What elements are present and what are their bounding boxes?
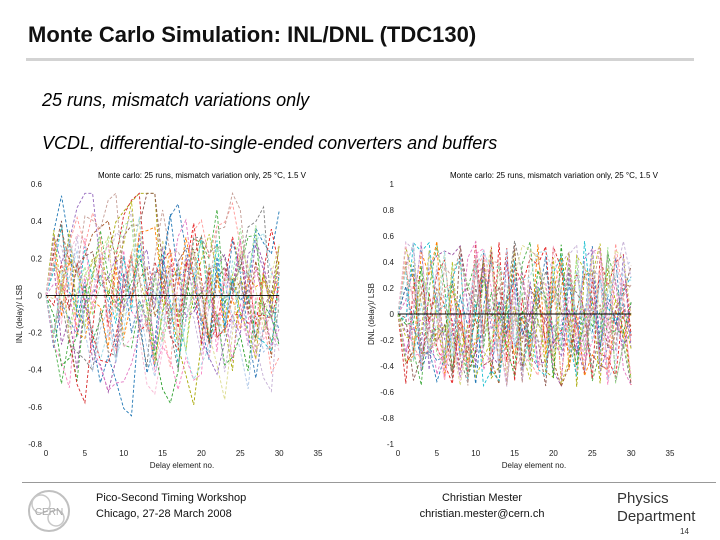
run-trace xyxy=(397,244,632,379)
y-tick-label: -0.8 xyxy=(28,440,42,449)
run-trace xyxy=(45,191,280,353)
chart-title: Monte carlo: 25 runs, mismatch variation… xyxy=(98,171,307,180)
run-trace xyxy=(397,247,632,384)
cern-logo: CERN xyxy=(28,490,70,532)
bullet-components: VCDL, differential-to-single-ended conve… xyxy=(42,133,498,153)
x-tick-label: 5 xyxy=(435,449,440,458)
run-trace xyxy=(45,201,280,375)
run-trace xyxy=(45,254,280,405)
workshop-name: Pico-Second Timing Workshop xyxy=(96,492,247,504)
x-tick-label: 15 xyxy=(158,449,167,458)
run-trace xyxy=(397,248,632,386)
y-tick-label: 0.4 xyxy=(383,258,395,267)
department-label: Physics Department xyxy=(617,490,695,526)
footer-divider xyxy=(22,482,716,483)
y-tick-label: 0 xyxy=(38,291,43,300)
run-trace xyxy=(45,220,280,352)
run-trace xyxy=(45,224,280,366)
x-axis-label: Delay element no. xyxy=(502,461,566,470)
y-axis-label: INL (delay)/ LSB xyxy=(15,285,24,343)
run-trace xyxy=(45,201,280,365)
x-tick-label: 10 xyxy=(471,449,480,458)
department-line2: Department xyxy=(617,508,696,525)
y-tick-label: -0.6 xyxy=(380,388,394,397)
run-trace xyxy=(45,192,280,405)
run-trace xyxy=(397,241,632,381)
slide-title: Monte Carlo Simulation: INL/DNL (TDC130) xyxy=(28,22,477,47)
x-tick-label: 20 xyxy=(549,449,558,458)
run-trace xyxy=(397,244,632,388)
x-tick-label: 15 xyxy=(510,449,519,458)
run-trace xyxy=(397,241,632,378)
x-tick-label: 35 xyxy=(666,449,675,458)
author-info: Christian Mester christian.mester@cern.c… xyxy=(412,490,552,522)
y-tick-label: -0.8 xyxy=(380,414,394,423)
run-trace xyxy=(45,210,280,393)
run-trace xyxy=(397,240,632,386)
run-trace xyxy=(45,216,280,381)
bullet-runs: 25 runs, mismatch variations only xyxy=(42,90,310,110)
run-trace xyxy=(397,244,632,386)
run-trace xyxy=(397,241,632,387)
y-tick-label: 0.6 xyxy=(383,232,395,241)
chart-title: Monte carlo: 25 runs, mismatch variation… xyxy=(450,171,659,180)
y-tick-label: -0.4 xyxy=(380,362,394,371)
x-tick-label: 0 xyxy=(44,449,49,458)
x-tick-label: 35 xyxy=(314,449,323,458)
x-axis-label: Delay element no. xyxy=(150,461,214,470)
department-line1: Physics xyxy=(617,490,669,507)
run-trace xyxy=(45,192,280,376)
y-tick-label: 0 xyxy=(390,310,395,319)
y-tick-label: -1 xyxy=(387,440,395,449)
x-tick-label: 20 xyxy=(197,449,206,458)
author-name: Christian Mester xyxy=(441,492,523,504)
run-trace xyxy=(45,249,280,389)
x-tick-label: 30 xyxy=(627,449,636,458)
run-trace xyxy=(45,226,280,349)
run-trace xyxy=(45,219,280,358)
y-tick-label: -0.4 xyxy=(28,366,42,375)
run-trace xyxy=(397,240,632,386)
title-divider xyxy=(26,58,694,61)
x-tick-label: 5 xyxy=(83,449,88,458)
y-tick-label: 0.4 xyxy=(31,217,43,226)
y-tick-label: 0.2 xyxy=(383,284,395,293)
y-axis-label: DNL (delay)/ LSB xyxy=(367,283,376,345)
x-tick-label: 25 xyxy=(236,449,245,458)
y-tick-label: 0.2 xyxy=(31,254,43,263)
run-trace xyxy=(397,246,632,384)
y-tick-label: -0.2 xyxy=(380,336,394,345)
run-trace xyxy=(45,233,280,396)
run-trace xyxy=(397,245,632,387)
x-tick-label: 30 xyxy=(275,449,284,458)
inl-chart: Monte carlo: 25 runs, mismatch variation… xyxy=(15,171,323,470)
y-tick-label: -0.2 xyxy=(28,329,42,338)
dnl-chart: Monte carlo: 25 runs, mismatch variation… xyxy=(367,171,675,470)
y-tick-label: 0.8 xyxy=(383,206,395,215)
x-tick-label: 25 xyxy=(588,449,597,458)
run-trace xyxy=(45,205,280,372)
run-trace xyxy=(397,249,632,362)
x-tick-label: 10 xyxy=(119,449,128,458)
y-tick-label: -0.6 xyxy=(28,403,42,412)
run-trace xyxy=(397,252,632,377)
page-number: 14 xyxy=(680,527,689,536)
workshop-date: Chicago, 27-28 March 2008 xyxy=(96,508,232,520)
run-trace xyxy=(45,219,280,400)
cern-logo-text: CERN xyxy=(35,507,63,518)
workshop-info: Pico-Second Timing Workshop Chicago, 27-… xyxy=(96,490,246,522)
x-tick-label: 0 xyxy=(396,449,401,458)
run-trace xyxy=(45,195,280,417)
run-trace xyxy=(397,241,632,384)
y-tick-label: 1 xyxy=(390,180,395,189)
run-trace xyxy=(45,192,280,406)
y-tick-label: 0.6 xyxy=(31,180,43,189)
author-email: christian.mester@cern.ch xyxy=(419,508,545,520)
run-trace xyxy=(45,238,280,390)
run-trace xyxy=(45,235,280,394)
